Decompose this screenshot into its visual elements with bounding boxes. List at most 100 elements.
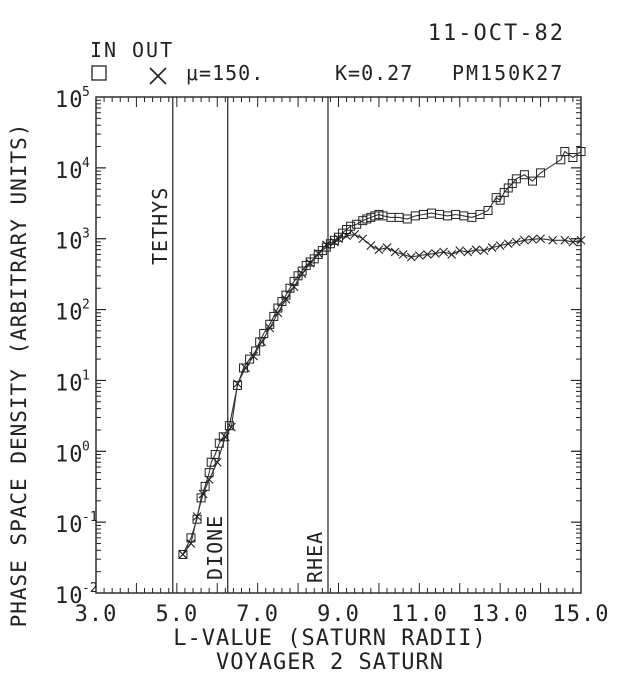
y-tick-label-base: 10 [55, 513, 84, 538]
legend-in-label: IN [90, 38, 118, 62]
data-point-in [232, 380, 242, 390]
data-point-out [374, 245, 384, 255]
y-tick-label-exponent: 5 [82, 85, 90, 100]
data-point-out [334, 234, 343, 244]
data-point-out [186, 539, 196, 548]
data-point-out [220, 432, 230, 442]
x-tick-labels: 3.0 5.0 7.0 9.0 11.0 13.0 15.0 [75, 602, 610, 627]
data-point-out [249, 351, 259, 361]
data-point-out [313, 249, 323, 258]
data-point-out [198, 489, 208, 499]
x-tick-label: 11.0 [391, 602, 448, 627]
data-point-out [366, 241, 376, 250]
chart-subtitle: VOYAGER 2 SATURN [216, 650, 444, 675]
data-point-out [330, 237, 339, 247]
data-point-out [528, 234, 537, 244]
series-line-out [182, 233, 582, 555]
y-tick-label-base: 10 [55, 159, 84, 184]
data-point-out [297, 269, 307, 279]
y-tick-label: 10-2 [55, 581, 98, 609]
data-point-out [423, 250, 432, 259]
tick-marks [95, 96, 582, 594]
y-tick-label-base: 10 [55, 88, 84, 113]
data-point-out [398, 250, 408, 259]
data-point-out [289, 282, 299, 292]
y-tick-label-base: 10 [55, 371, 84, 396]
y-tick-label: 104 [55, 156, 90, 184]
data-point-out [439, 247, 448, 257]
data-point-out [178, 550, 188, 559]
data-point-out [382, 243, 392, 252]
y-tick-label: 102 [55, 298, 90, 326]
x-tick-label: 3.0 [75, 602, 118, 627]
data-point-out [431, 249, 440, 258]
date-label: 11-OCT-82 [428, 21, 565, 46]
y-tick-label: 100 [55, 439, 90, 467]
data-point-out [455, 246, 465, 255]
data-point-out [342, 231, 351, 241]
data-point-out [568, 237, 578, 247]
y-tick-label-exponent: -2 [82, 581, 98, 596]
data-point-out [281, 294, 291, 304]
data-point-in [483, 206, 493, 216]
data-point-out [321, 240, 331, 250]
data-point-out [241, 363, 250, 373]
data-point-out [406, 252, 416, 262]
y-tick-label-exponent: 3 [82, 227, 90, 242]
data-point-out [358, 234, 368, 244]
data-point-out [576, 235, 586, 245]
y-tick-label-exponent: 4 [82, 156, 90, 171]
data-point-out [536, 234, 545, 244]
y-axis-title: PHASE SPACE DENSITY (ARBITRARY UNITS) [7, 123, 31, 628]
y-tick-label-base: 10 [55, 442, 84, 467]
x-tick-label: 7.0 [236, 602, 279, 627]
x-tick-label: 15.0 [553, 602, 610, 627]
data-point-out [233, 379, 242, 389]
data-point-out [212, 457, 222, 467]
x-tick-label: 9.0 [317, 602, 360, 627]
data-point-in [346, 221, 356, 231]
y-tick-label-exponent: 0 [82, 439, 90, 454]
data-point-out [305, 258, 315, 268]
legend-out-label: OUT [132, 38, 174, 62]
moon-markers: TETHYS DIONE RHEA [148, 97, 329, 593]
y-tick-label-exponent: 1 [82, 368, 90, 383]
y-tick-label-base: 10 [55, 301, 84, 326]
y-tick-label: 103 [55, 227, 90, 255]
y-tick-label: 105 [55, 85, 90, 113]
x-tick-label: 13.0 [472, 602, 529, 627]
data-point-out [192, 512, 202, 521]
data-point-out [257, 337, 267, 347]
data-point-in [519, 170, 529, 180]
data-point-out [390, 247, 400, 257]
y-tick-label-base: 10 [55, 584, 84, 609]
legend-out-x-marker [149, 67, 167, 85]
series-out [178, 230, 586, 559]
data-point-out [503, 239, 513, 249]
data-point-out [471, 245, 481, 255]
moon-label-dione: DIONE [203, 515, 227, 580]
k-label: K=0.27 [335, 61, 413, 85]
y-tick-label-exponent: -1 [82, 510, 98, 525]
y-tick-label-exponent: 2 [82, 298, 90, 313]
data-point-in [245, 354, 255, 364]
data-point-in [251, 346, 261, 356]
data-point-out [204, 475, 214, 484]
legend-in-square-marker [91, 65, 107, 81]
data-point-in [218, 432, 228, 442]
data-point-out [414, 251, 424, 260]
data-point-out [560, 235, 570, 245]
data-point-out [511, 237, 521, 247]
moon-label-rhea: RHEA [303, 531, 327, 583]
run-id-label: PM150K27 [452, 61, 564, 85]
data-point-out [495, 241, 505, 250]
x-axis-title: L-VALUE (SATURN RADII) [173, 626, 486, 651]
mu-label: μ=150. [186, 61, 264, 85]
data-point-out [487, 243, 497, 252]
y-tick-label-base: 10 [55, 230, 84, 255]
series-in [178, 147, 586, 559]
data-point-out [227, 422, 236, 432]
